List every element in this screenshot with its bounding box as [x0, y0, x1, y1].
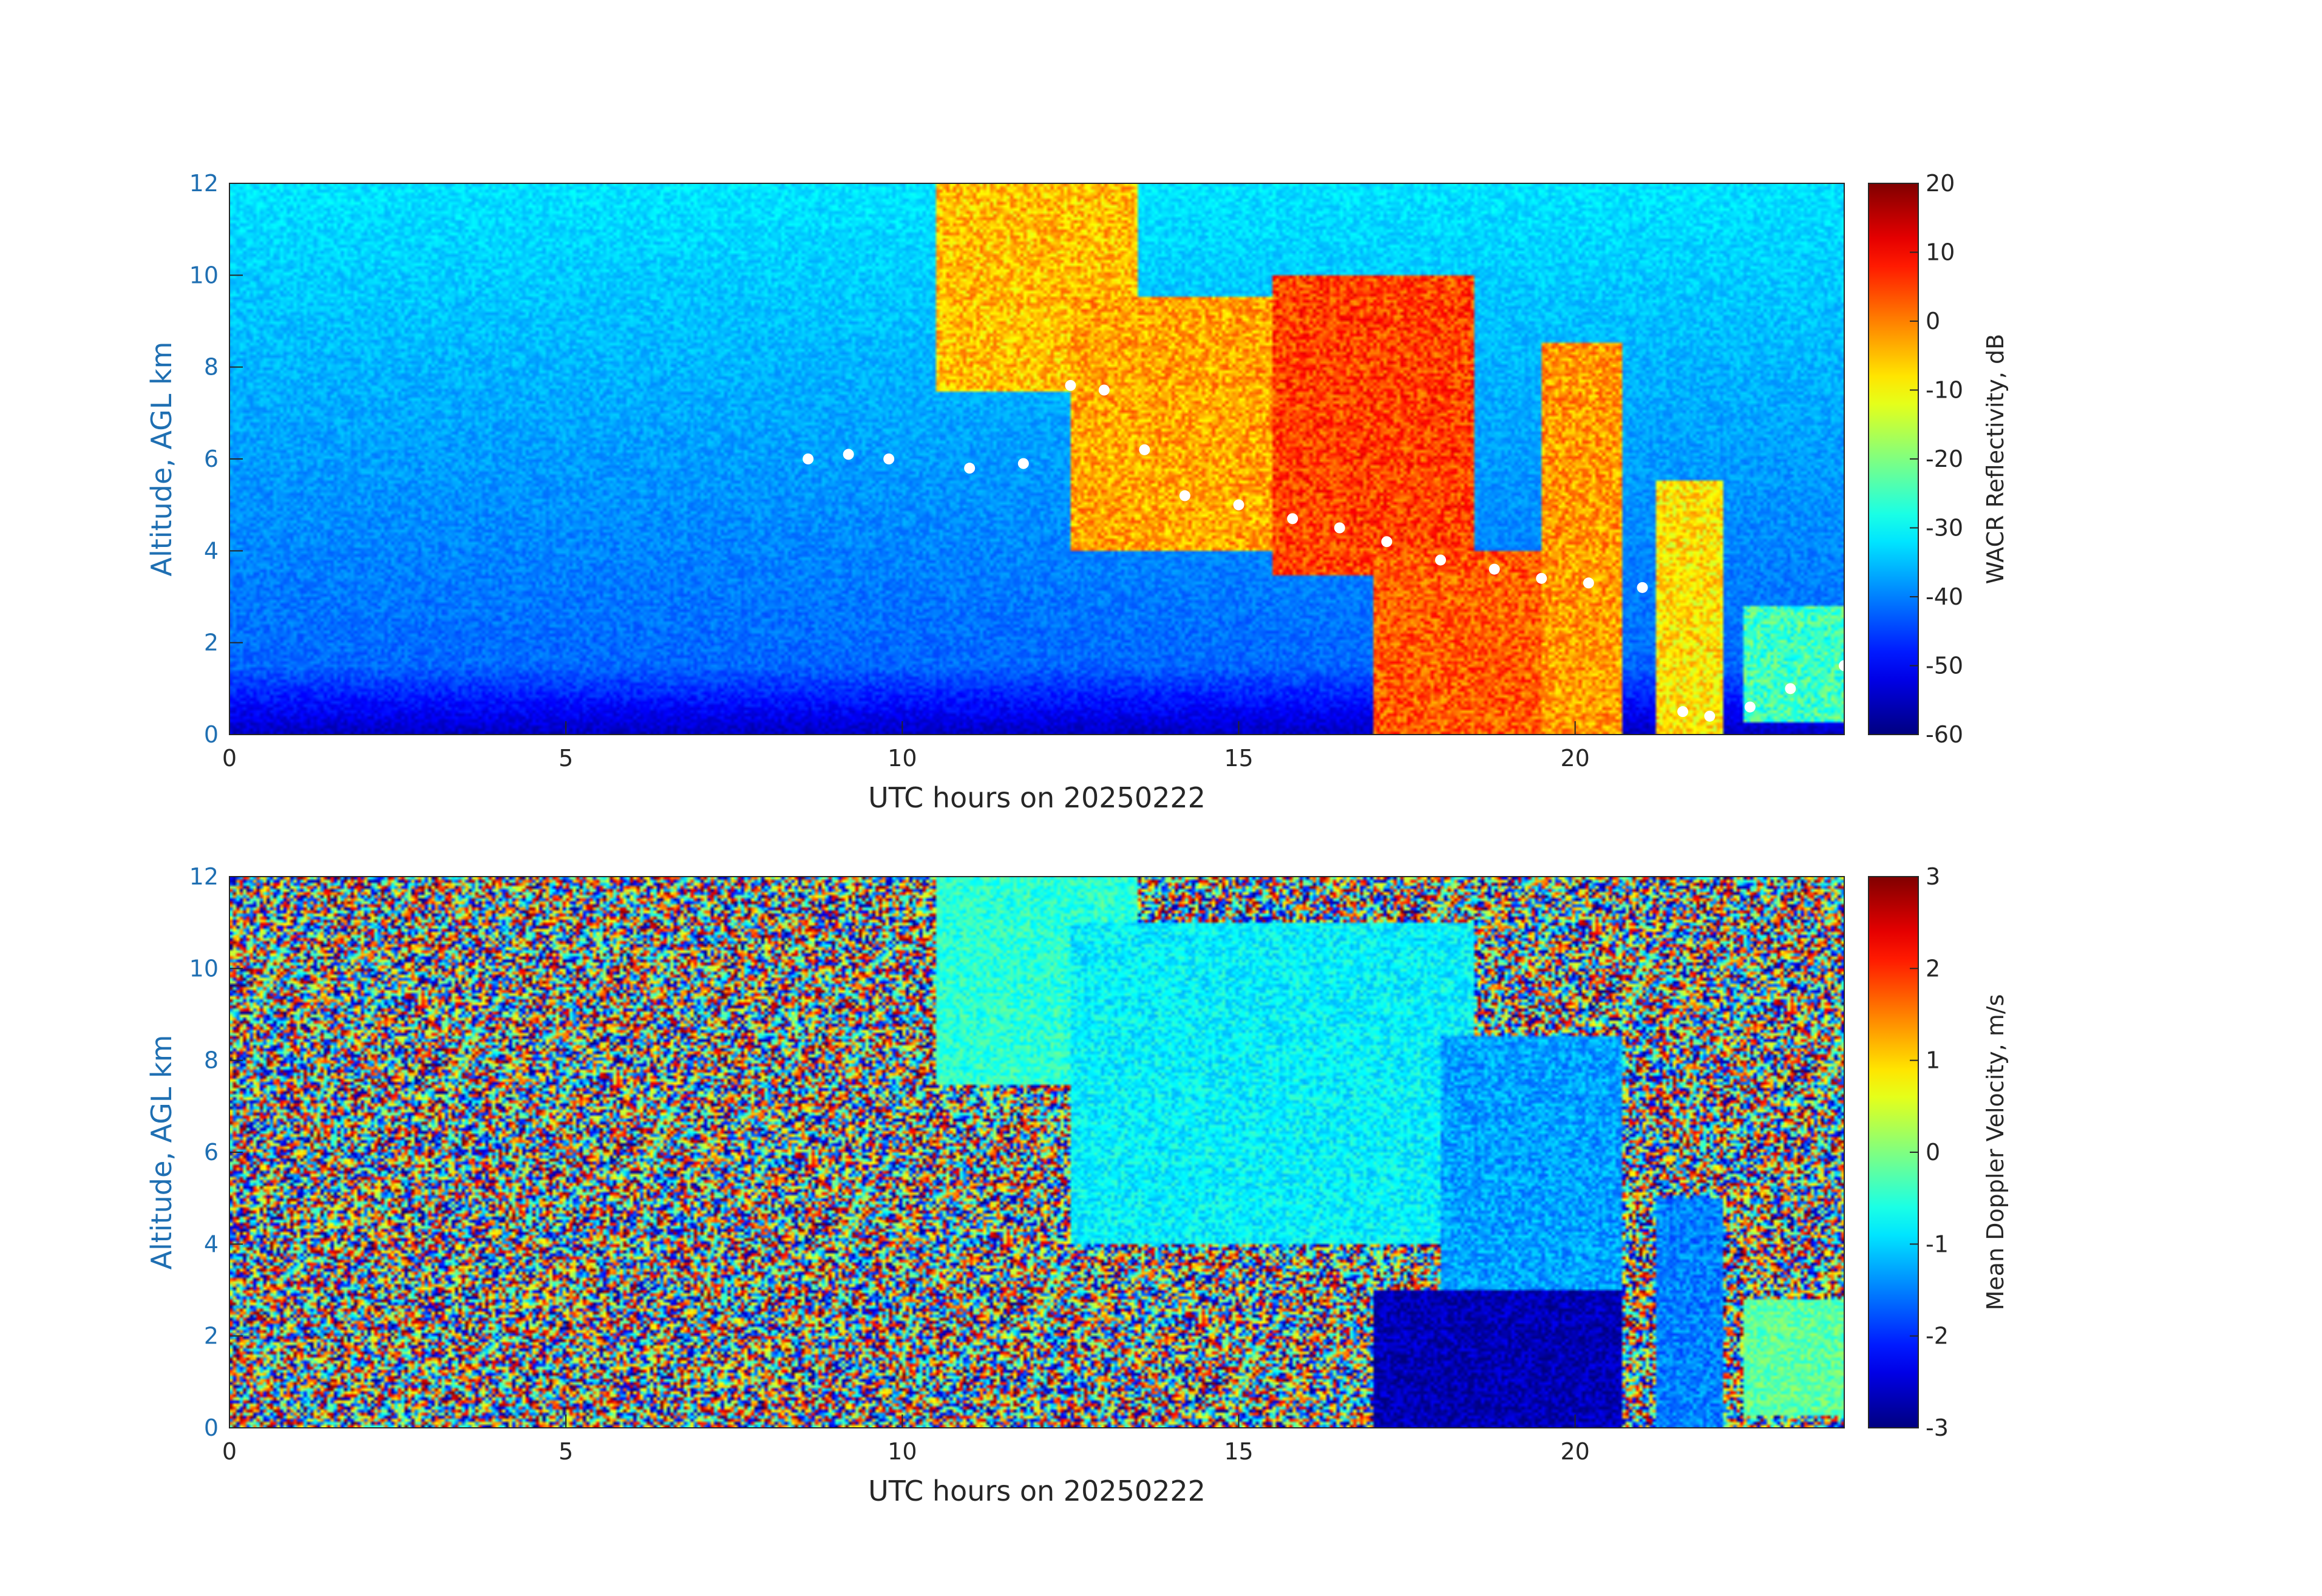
cloud-base-point: [1233, 499, 1244, 511]
y-tick-label: 2: [204, 630, 219, 656]
cloud-base-series: [803, 379, 1850, 722]
y-tick-label: 6: [204, 1139, 219, 1166]
colorbar-tick-label: 0: [1926, 308, 1940, 334]
x-tick-label: 15: [1224, 1438, 1253, 1465]
x-axis-label: UTC hours on 20250222: [868, 781, 1206, 814]
y-tick-label: 12: [189, 170, 219, 197]
colorbar-tick-label: -50: [1926, 653, 1963, 679]
colorbar-bottom: 3 2 1 0 -1 -2 -3 Mean Doppler Velocity, m/s: [1868, 863, 2009, 1441]
cloud-base-point: [843, 449, 854, 460]
y-axis-label: Altitude, AGL km: [145, 341, 178, 576]
cloud-base-point: [1583, 577, 1594, 589]
colorbar-tick-label: 20: [1926, 170, 1955, 197]
colorbar-tick-label: -30: [1926, 515, 1963, 542]
cloud-base-point: [1179, 490, 1190, 501]
y-tick-label: 8: [204, 1047, 219, 1074]
cloud-base-point: [1785, 683, 1796, 694]
y-tick-label: 10: [189, 955, 219, 982]
colorbar-tick-label: -20: [1926, 446, 1963, 472]
y-tick-label: 12: [189, 863, 219, 890]
x-tick-label: 10: [888, 745, 917, 772]
cloud-base-point: [1637, 582, 1648, 593]
y-tick-label: 6: [204, 446, 219, 472]
x-tick-label: 0: [222, 1438, 237, 1465]
x-tick-label: 15: [1224, 745, 1253, 772]
colorbar-tick-label: -3: [1926, 1414, 1949, 1441]
x-axis-label: UTC hours on 20250222: [868, 1475, 1206, 1507]
x-tick-label: 20: [1560, 1438, 1589, 1465]
cloud-base-point: [1017, 458, 1029, 469]
y-tick-label: 4: [204, 537, 219, 564]
y-tick-label: 0: [204, 1414, 219, 1441]
y-tick-label: 2: [204, 1323, 219, 1350]
colorbar-tick-label: -2: [1926, 1323, 1949, 1350]
colorbar-top: 20 10 0 -10 -20 -30 -40 -50 -60 WACR Reflectivity…: [1868, 170, 2009, 748]
cloud-base-point: [1098, 384, 1110, 396]
x-tick-label: 0: [222, 745, 237, 772]
cloud-base-point: [964, 463, 976, 474]
colorbar-tick-label: 0: [1926, 1139, 1940, 1166]
heatmap-image-top: [229, 183, 1844, 735]
cloud-base-point: [1704, 710, 1716, 722]
cloud-base-point: [1287, 513, 1298, 525]
panel-top: 0 5 10 15 20 0 2 4 6 8 10 12 UTC hours on 20250222 Al…: [145, 170, 2009, 814]
colorbar-label: Mean Doppler Velocity, m/s: [1982, 994, 2009, 1311]
cloud-base-point: [883, 453, 895, 464]
colorbar-tick-label: 2: [1926, 955, 1940, 982]
heatmap-image-bottom: [229, 877, 1844, 1428]
colorbar-tick-label: 1: [1926, 1047, 1940, 1074]
colorbar-tick-label: -10: [1926, 377, 1963, 404]
y-tick-label: 0: [204, 721, 219, 748]
cloud-base-point: [803, 453, 814, 464]
cloud-base-point: [1489, 563, 1500, 575]
y-axis-label: Altitude, AGL km: [145, 1034, 178, 1269]
cloud-base-point: [1381, 536, 1393, 548]
y-tick-label: 4: [204, 1231, 219, 1257]
colorbar-label: WACR Reflectivity, dB: [1982, 334, 2009, 584]
cloud-base-point: [1334, 522, 1345, 534]
colorbar-tick-label: -40: [1926, 583, 1963, 610]
x-tick-label: 20: [1560, 745, 1589, 772]
cloud-base-point: [1677, 706, 1688, 718]
x-tick-label: 10: [888, 1438, 917, 1465]
colorbar-tick-label: 3: [1926, 863, 1940, 890]
colorbar-tick-label: -1: [1926, 1231, 1949, 1257]
colorbar-tick-label: -60: [1926, 721, 1963, 748]
y-tick-label: 10: [189, 262, 219, 288]
cloud-base-point: [1139, 444, 1150, 455]
cloud-base-point: [1435, 554, 1446, 566]
cloud-base-point: [1536, 572, 1547, 584]
colorbar-tick-label: 10: [1926, 239, 1955, 266]
cloud-base-point: [1065, 379, 1076, 391]
cloud-base-point: [1744, 701, 1756, 713]
x-tick-label: 5: [558, 745, 573, 772]
x-tick-label: 5: [558, 1438, 573, 1465]
y-tick-label: 8: [204, 354, 219, 381]
